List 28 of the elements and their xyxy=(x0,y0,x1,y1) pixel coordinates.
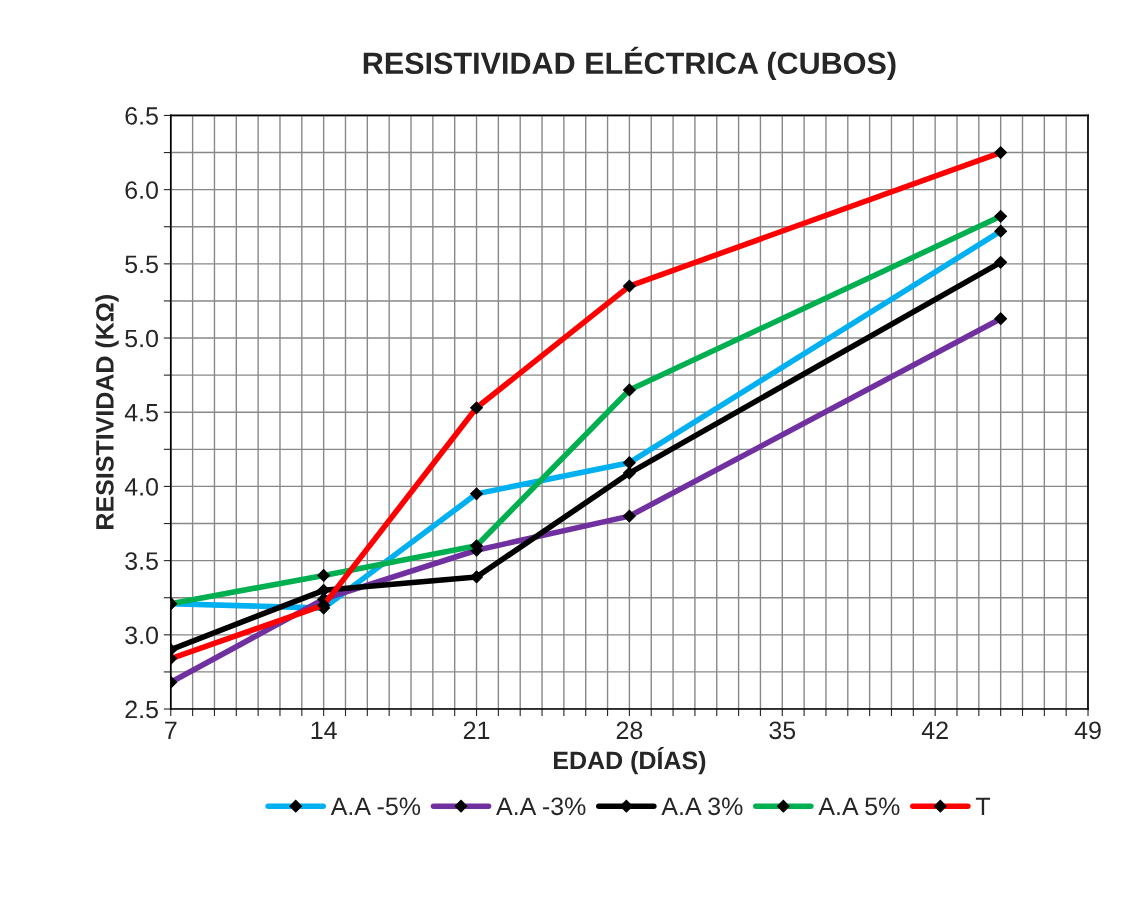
point xyxy=(317,583,331,597)
y-tick-label: 2.5 xyxy=(125,700,158,719)
y-tick-label: 3.5 xyxy=(125,552,158,570)
legend-label: A.A 5% xyxy=(818,797,900,816)
x-tick-label: 14 xyxy=(311,721,337,739)
legend-label: T xyxy=(975,797,991,815)
y-tick-label: 3.0 xyxy=(125,626,158,645)
y-tick-label: 6.5 xyxy=(125,107,158,125)
y-tick-label: 5.5 xyxy=(125,255,158,274)
x-tick-label: 21 xyxy=(463,721,490,739)
x-tick-label: 35 xyxy=(769,721,796,740)
y-tick-label: 6.0 xyxy=(125,181,158,199)
legend-label: A.A 3% xyxy=(661,797,743,816)
x-axis-title: EDAD (DÍAS) xyxy=(553,746,706,775)
point xyxy=(622,466,636,480)
point xyxy=(470,570,483,584)
y-tick-label: 4.0 xyxy=(124,478,158,496)
x-tick-label: 42 xyxy=(921,721,948,739)
y-axis-title: RESISTIVIDAD (KΩ) xyxy=(95,295,119,529)
x-tick-label: 7 xyxy=(165,721,177,739)
chart-title: RESISTIVIDAD ELÉCTRICA (CUBOS) xyxy=(363,46,896,81)
legend-label: A.A -3% xyxy=(496,797,586,816)
y-tick-label: 5.0 xyxy=(125,329,158,348)
legend-label: A.A -5% xyxy=(330,797,421,816)
point xyxy=(994,255,1008,269)
x-tick-label: 49 xyxy=(1074,721,1101,740)
y-tick-label: 4.5 xyxy=(124,404,158,422)
x-tick-label: 28 xyxy=(616,721,643,740)
